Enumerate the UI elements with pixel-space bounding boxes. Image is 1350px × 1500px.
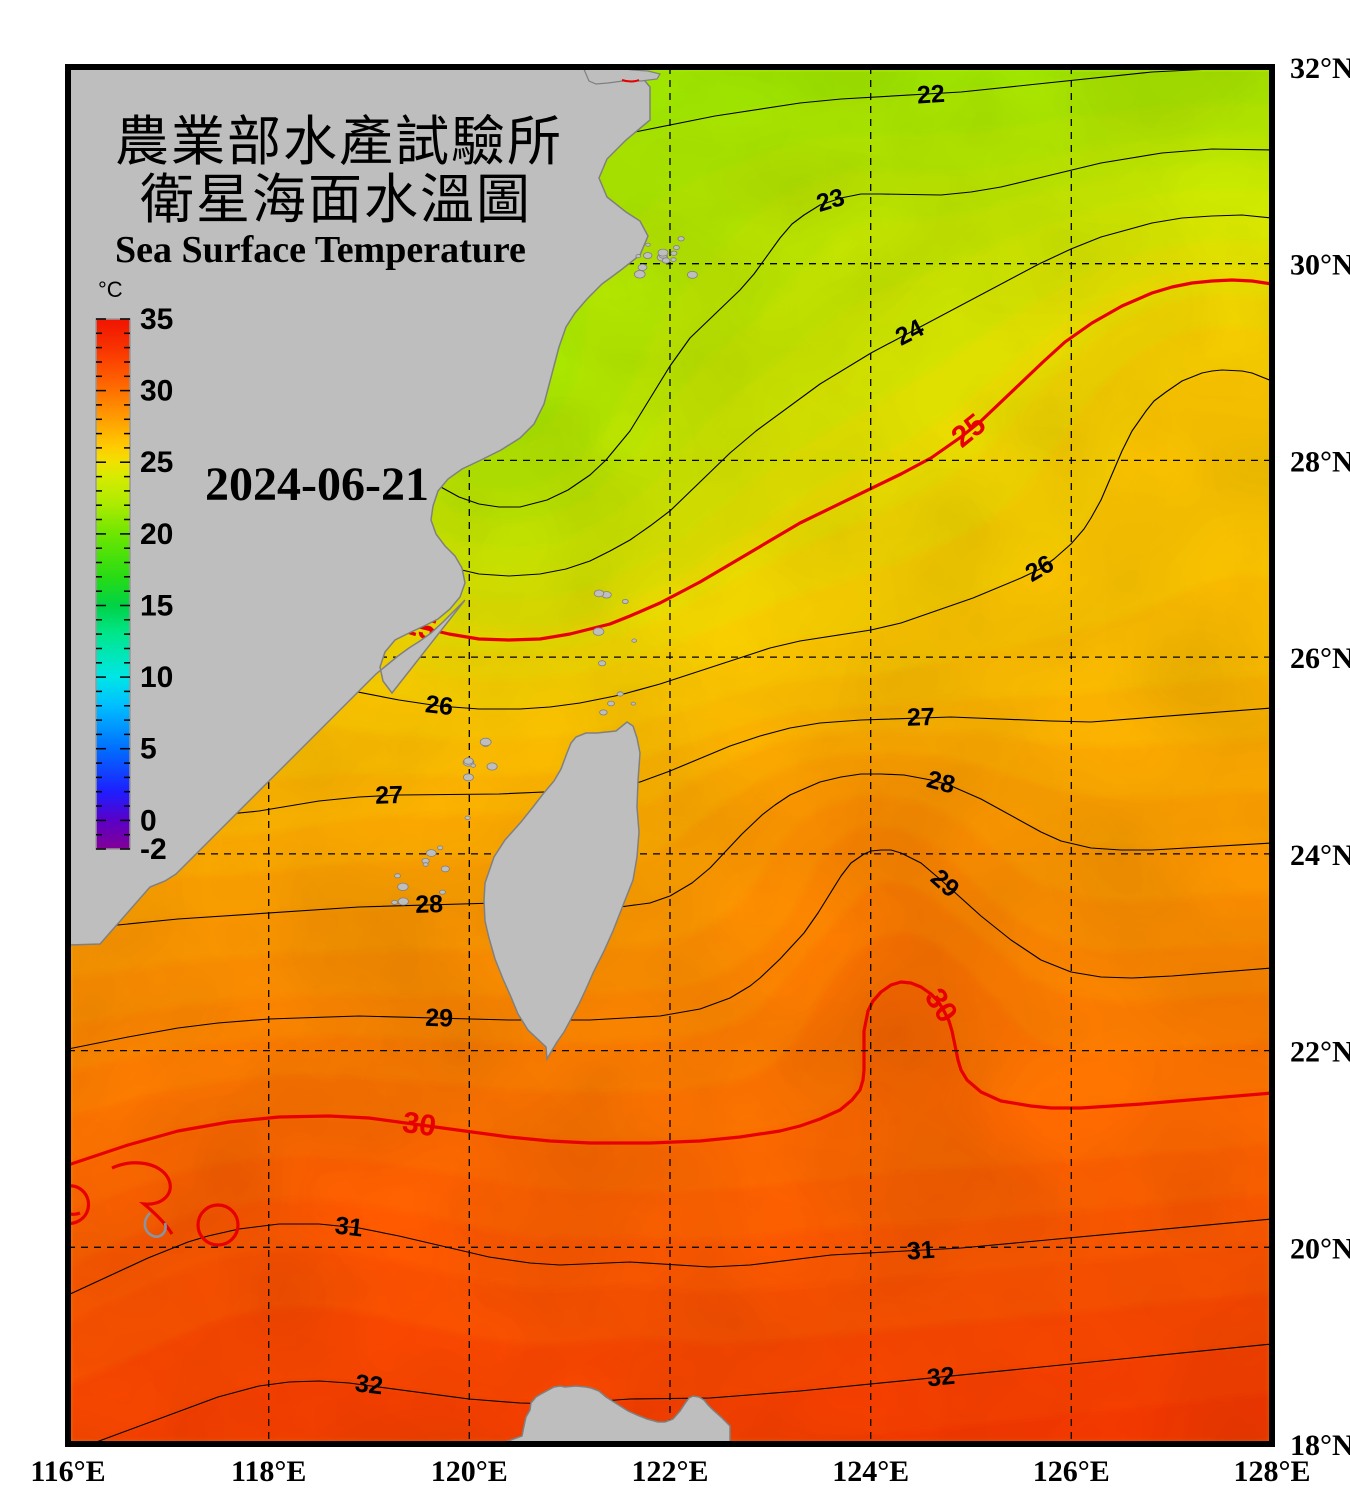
svg-text:20°N: 20°N [1290, 1232, 1350, 1265]
svg-text:30°N: 30°N [1290, 249, 1350, 282]
svg-text:29: 29 [425, 1004, 454, 1033]
svg-text:27: 27 [906, 703, 935, 732]
svg-text:118°E: 118°E [231, 1455, 306, 1488]
svg-text:15: 15 [140, 590, 173, 623]
svg-text:116°E: 116°E [30, 1455, 105, 1488]
svg-text:31: 31 [333, 1211, 364, 1242]
svg-text:126°E: 126°E [1033, 1455, 1110, 1488]
svg-text:2024-06-21: 2024-06-21 [205, 458, 429, 511]
svg-text:120°E: 120°E [431, 1455, 508, 1488]
svg-text:122°E: 122°E [631, 1455, 708, 1488]
svg-text:26°N: 26°N [1290, 642, 1350, 675]
svg-text:30: 30 [140, 375, 173, 408]
svg-text:18°N: 18°N [1290, 1429, 1350, 1462]
svg-text:30: 30 [400, 1106, 438, 1143]
svg-text:-2: -2 [140, 833, 167, 866]
svg-text:32: 32 [354, 1369, 385, 1400]
svg-text:124°E: 124°E [832, 1455, 909, 1488]
svg-text:27: 27 [375, 781, 404, 810]
svg-text:28: 28 [415, 890, 444, 919]
svg-text:32: 32 [926, 1362, 956, 1393]
svg-text:10: 10 [140, 661, 173, 694]
svg-text:22: 22 [916, 80, 945, 110]
svg-text:22°N: 22°N [1290, 1036, 1350, 1069]
svg-text:32°N: 32°N [1290, 52, 1350, 85]
svg-text:°C: °C [98, 277, 123, 302]
svg-text:35: 35 [140, 303, 173, 336]
svg-text:26: 26 [424, 690, 455, 721]
svg-text:20: 20 [140, 518, 173, 551]
svg-text:28°N: 28°N [1290, 445, 1350, 478]
svg-text:0: 0 [140, 804, 157, 837]
svg-text:25: 25 [140, 446, 173, 479]
svg-text:24°N: 24°N [1290, 839, 1350, 872]
svg-text:農業部水產試驗所: 農業部水產試驗所 [115, 112, 563, 172]
svg-text:31: 31 [906, 1236, 936, 1266]
svg-text:Sea Surface Temperature: Sea Surface Temperature [115, 229, 526, 271]
svg-text:衛星海面水溫圖: 衛星海面水溫圖 [140, 170, 532, 230]
svg-text:5: 5 [140, 733, 157, 766]
